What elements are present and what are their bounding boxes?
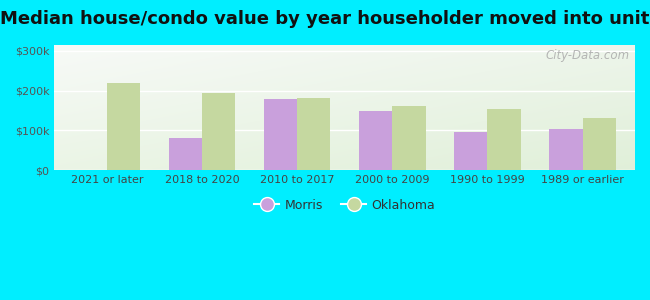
Bar <box>488 109 521 170</box>
Bar <box>393 106 426 170</box>
Bar <box>107 83 140 170</box>
Bar <box>297 98 330 170</box>
Text: City-Data.com: City-Data.com <box>545 49 629 62</box>
Legend: Morris, Oklahoma: Morris, Oklahoma <box>250 194 440 217</box>
Bar <box>454 132 488 170</box>
Bar <box>359 111 393 170</box>
Bar <box>549 129 582 170</box>
Text: Median house/condo value by year householder moved into unit: Median house/condo value by year househo… <box>0 11 650 28</box>
Bar <box>202 93 235 170</box>
Bar <box>169 138 202 170</box>
Bar <box>264 99 297 170</box>
Bar <box>582 118 616 170</box>
